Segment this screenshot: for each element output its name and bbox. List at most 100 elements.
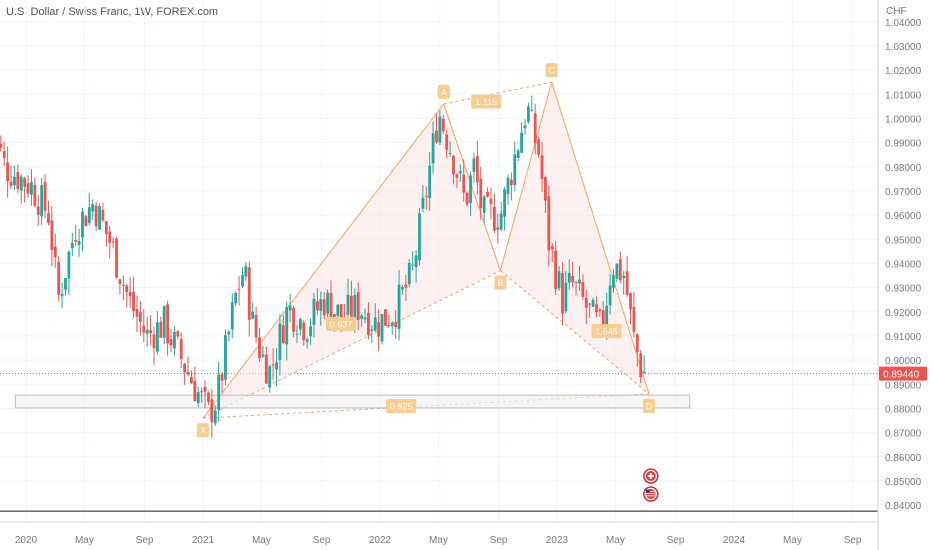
y-tick-label: 0.84000: [885, 501, 922, 512]
pattern-triangle-xab: [203, 103, 501, 419]
candle: [81, 207, 84, 252]
candle: [196, 386, 200, 408]
candle-body: [47, 213, 50, 224]
candle-body: [578, 279, 581, 284]
candle: [213, 405, 217, 426]
candle-body: [629, 293, 632, 310]
candle: [622, 271, 626, 295]
candle: [132, 276, 135, 319]
candle-body: [162, 306, 166, 338]
candle: [615, 263, 619, 283]
candle: [142, 309, 146, 343]
candle: [125, 283, 129, 308]
candle-body: [142, 325, 146, 333]
candle-body: [384, 309, 387, 326]
candle-body: [115, 238, 118, 278]
candle-body: [554, 250, 558, 289]
candle: [618, 251, 622, 284]
candle: [179, 332, 183, 368]
candle: [462, 159, 466, 202]
candle-body: [74, 239, 78, 242]
event-icons: [643, 468, 659, 502]
candle-body: [104, 221, 108, 234]
candle-body: [523, 125, 527, 129]
candle-body: [190, 376, 193, 384]
candle: [278, 313, 282, 376]
candle-body: [336, 304, 340, 316]
candle-body: [77, 240, 81, 246]
candle: [547, 185, 551, 267]
candle-body: [414, 255, 418, 268]
candle-body: [9, 181, 13, 186]
candle: [98, 203, 101, 230]
candle: [435, 113, 438, 144]
candle: [237, 276, 241, 306]
y-tick-label: 0.93000: [885, 284, 922, 295]
candle: [315, 288, 319, 315]
y-tick-label: 0.99000: [885, 139, 922, 150]
candle: [387, 314, 391, 329]
candle-body: [210, 399, 214, 422]
ratio-label-bg: [591, 324, 622, 339]
candle-body: [520, 132, 523, 153]
candle-body: [251, 311, 255, 319]
y-tick-label: 1.01000: [885, 90, 922, 101]
candle-body: [353, 294, 357, 320]
candle: [104, 221, 108, 247]
candle-body: [166, 304, 169, 344]
candle: [513, 141, 517, 191]
candle: [550, 242, 554, 263]
candle: [207, 391, 210, 406]
us-flag-icon: [643, 486, 659, 502]
candle-body: [421, 197, 425, 209]
candle-body: [57, 261, 61, 295]
candle: [121, 275, 125, 301]
candle-body: [111, 241, 115, 243]
candle-body: [309, 326, 312, 337]
candle: [578, 265, 581, 291]
candle: [452, 154, 455, 185]
candle-body: [479, 178, 483, 208]
candle-body: [339, 304, 343, 319]
candle: [275, 348, 278, 387]
point-label-a: A: [441, 87, 447, 97]
candle-body: [615, 263, 619, 279]
candle-body: [60, 293, 64, 296]
candle: [19, 174, 23, 204]
candle: [373, 303, 377, 332]
candle: [190, 370, 193, 384]
candle: [584, 289, 588, 324]
time-axis: 2020 May Sep 2021 May Sep 2022 May Sep 2023 May Sep…: [0, 521, 878, 546]
prz-box: [14, 394, 691, 409]
candle-body: [234, 292, 238, 304]
candle-body: [26, 183, 30, 194]
last-price-label: 0.89440: [883, 370, 920, 381]
candle-body: [506, 177, 510, 195]
candle-body: [404, 284, 408, 288]
candle-body: [489, 198, 493, 205]
x-tick-label: 2023: [546, 535, 569, 546]
candle-body: [418, 213, 421, 261]
candle-body: [281, 325, 285, 344]
candle-body: [254, 314, 258, 338]
candle: [30, 169, 33, 206]
candle-body: [70, 242, 74, 249]
candle: [227, 329, 231, 342]
ratio-label: 0.925: [390, 402, 413, 412]
y-tick-label: 0.96000: [885, 211, 922, 222]
harmonic-pattern: [14, 81, 691, 419]
candle-body: [121, 284, 125, 286]
candle-body: [547, 196, 551, 251]
candle-body: [237, 288, 241, 290]
candle: [635, 332, 639, 367]
ratio-label-bg: [386, 399, 417, 413]
candle: [268, 364, 272, 393]
candle-body: [30, 182, 33, 195]
candle-body: [377, 322, 381, 337]
candle: [94, 201, 98, 232]
point-label-bg-b: [494, 275, 507, 290]
candle-body: [145, 329, 149, 334]
candles: [0, 95, 646, 439]
candle-body: [475, 156, 479, 183]
